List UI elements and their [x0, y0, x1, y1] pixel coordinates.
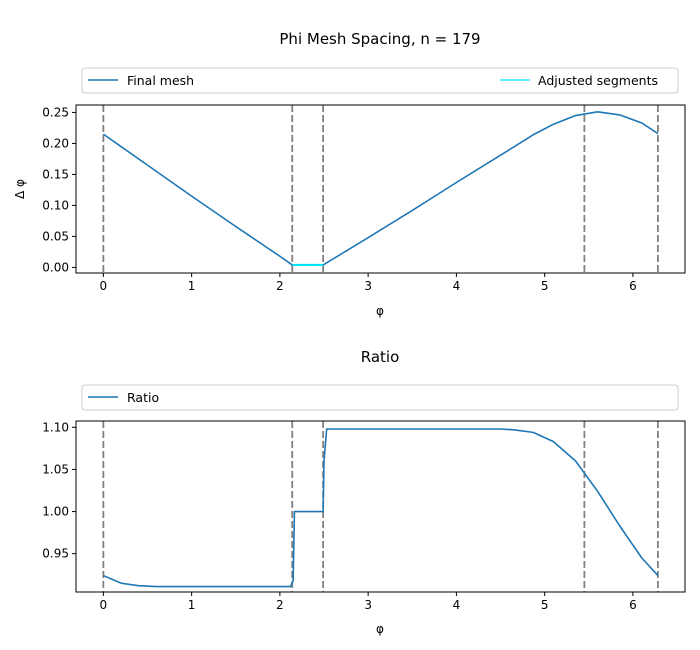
plot-frame — [75, 420, 686, 593]
y-tick-label: 1.10 — [42, 420, 69, 434]
x-axis-ticks: 0 1 2 3 4 5 6 — [100, 273, 637, 293]
legend-label-adjusted-segments: Adjusted segments — [538, 73, 658, 88]
x-tick-label: 4 — [453, 279, 461, 293]
legend-box — [81, 67, 679, 94]
y-tick-label: 1.00 — [42, 505, 69, 519]
x-tick-label: 1 — [188, 279, 196, 293]
x-tick-label: 5 — [541, 279, 549, 293]
x-tick-label: 2 — [276, 598, 284, 612]
y-tick-label: 0.05 — [42, 229, 69, 243]
legend: Ratio — [81, 384, 679, 411]
x-axis-ticks: 0 1 2 3 4 5 6 — [100, 592, 637, 612]
plot-frame — [75, 104, 686, 274]
legend-label-final-mesh: Final mesh — [127, 73, 194, 88]
series-line-final-mesh — [102, 111, 659, 266]
y-tick-label: 0.25 — [42, 105, 69, 119]
series-line-ratio — [103, 428, 659, 588]
legend: Final mesh Adjusted segments — [81, 67, 679, 94]
y-axis-ticks: 0.00 0.05 0.10 0.15 0.20 0.25 — [42, 105, 76, 274]
y-tick-label: 1.05 — [42, 462, 69, 476]
x-tick-label: 0 — [100, 598, 108, 612]
x-tick-label: 5 — [541, 598, 549, 612]
x-tick-label: 4 — [453, 598, 461, 612]
y-axis-label: Δ φ — [13, 179, 27, 199]
y-tick-label: 0.00 — [42, 260, 69, 274]
y-tick-label: 0.95 — [42, 547, 69, 561]
x-tick-label: 1 — [188, 598, 196, 612]
chart-title: Ratio — [361, 348, 400, 366]
chart-title: Phi Mesh Spacing, n = 179 — [279, 30, 480, 48]
x-tick-label: 2 — [276, 279, 284, 293]
x-tick-label: 3 — [364, 598, 372, 612]
x-tick-label: 6 — [629, 598, 637, 612]
subplot-phi-mesh-spacing: Phi Mesh Spacing, n = 179 Final mesh Adj… — [13, 30, 686, 318]
legend-box — [81, 384, 679, 411]
x-tick-label: 3 — [364, 279, 372, 293]
y-tick-label: 0.15 — [42, 167, 69, 181]
x-tick-label: 6 — [629, 279, 637, 293]
plot-lines — [102, 111, 659, 267]
x-axis-label: φ — [376, 622, 384, 636]
subplot-ratio: Ratio Ratio 0 1 2 3 4 5 6 0.95 1.00 1.05 1.10 φ — [42, 348, 686, 636]
y-axis-ticks: 0.95 1.00 1.05 1.10 — [42, 420, 76, 561]
vertical-markers — [102, 421, 659, 592]
y-tick-label: 0.20 — [42, 136, 69, 150]
vertical-markers — [102, 105, 659, 273]
legend-label-ratio: Ratio — [127, 390, 159, 405]
plot-lines — [103, 428, 659, 588]
x-axis-label: φ — [376, 304, 384, 318]
x-tick-label: 0 — [100, 279, 108, 293]
y-tick-label: 0.10 — [42, 198, 69, 212]
